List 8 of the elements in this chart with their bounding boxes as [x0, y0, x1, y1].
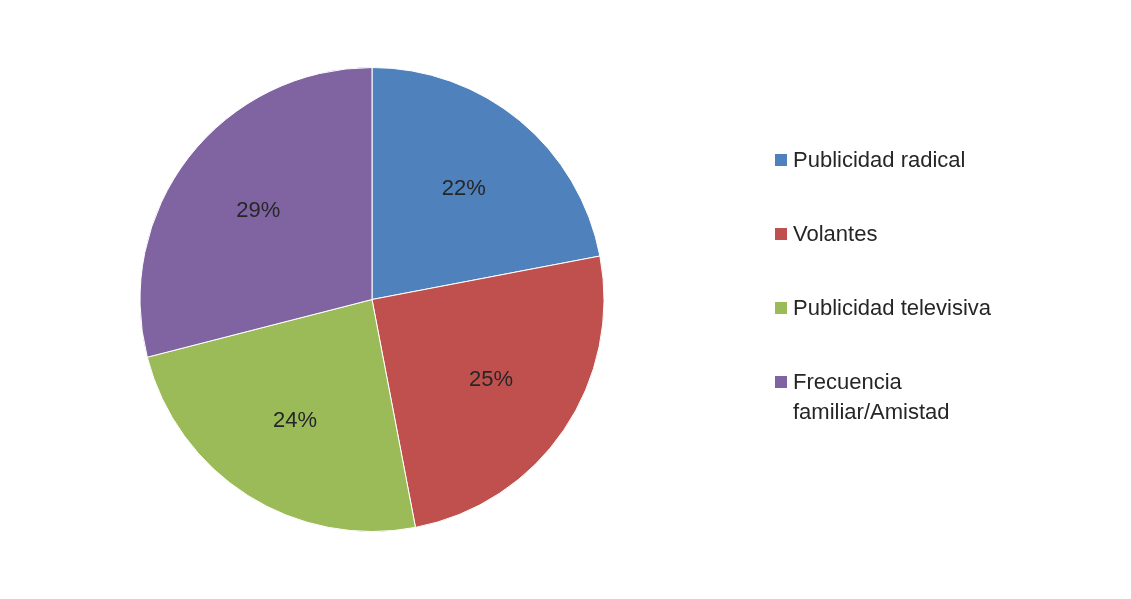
data-label: 22%: [441, 174, 486, 200]
legend-label: Publicidad televisiva: [793, 294, 992, 322]
data-label: 24%: [272, 407, 317, 433]
legend-label: Publicidad radical: [793, 146, 966, 174]
legend-label: Volantes: [793, 220, 878, 248]
legend-label: Frecuencia familiar/Amistad: [793, 368, 951, 426]
data-label: 29%: [236, 197, 281, 223]
data-label: 25%: [468, 366, 513, 392]
